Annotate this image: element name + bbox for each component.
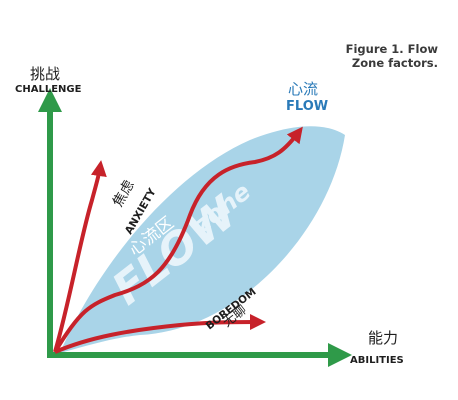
x-axis-label-cn: 能力 (368, 329, 398, 347)
caption-line-1: Figure 1. Flow (345, 42, 438, 56)
caption-line-2: Zone factors. (351, 56, 438, 70)
figure-caption: Figure 1. Flow Zone factors. (346, 42, 438, 70)
flow-label-cn: 心流 (288, 80, 318, 98)
boredom-curve (54, 314, 266, 354)
flow-zone-shape (60, 126, 345, 353)
anxiety-curve (53, 160, 107, 353)
anxiety-label-cn: 焦虑 (110, 178, 138, 210)
x-axis-label-en: ABILITIES (350, 355, 404, 366)
flow-label-en: FLOW (286, 99, 328, 114)
y-axis-label-cn: 挑战 (30, 65, 60, 83)
y-axis-label-en: CHALLENGE (15, 84, 82, 95)
flow-curve (53, 126, 303, 354)
